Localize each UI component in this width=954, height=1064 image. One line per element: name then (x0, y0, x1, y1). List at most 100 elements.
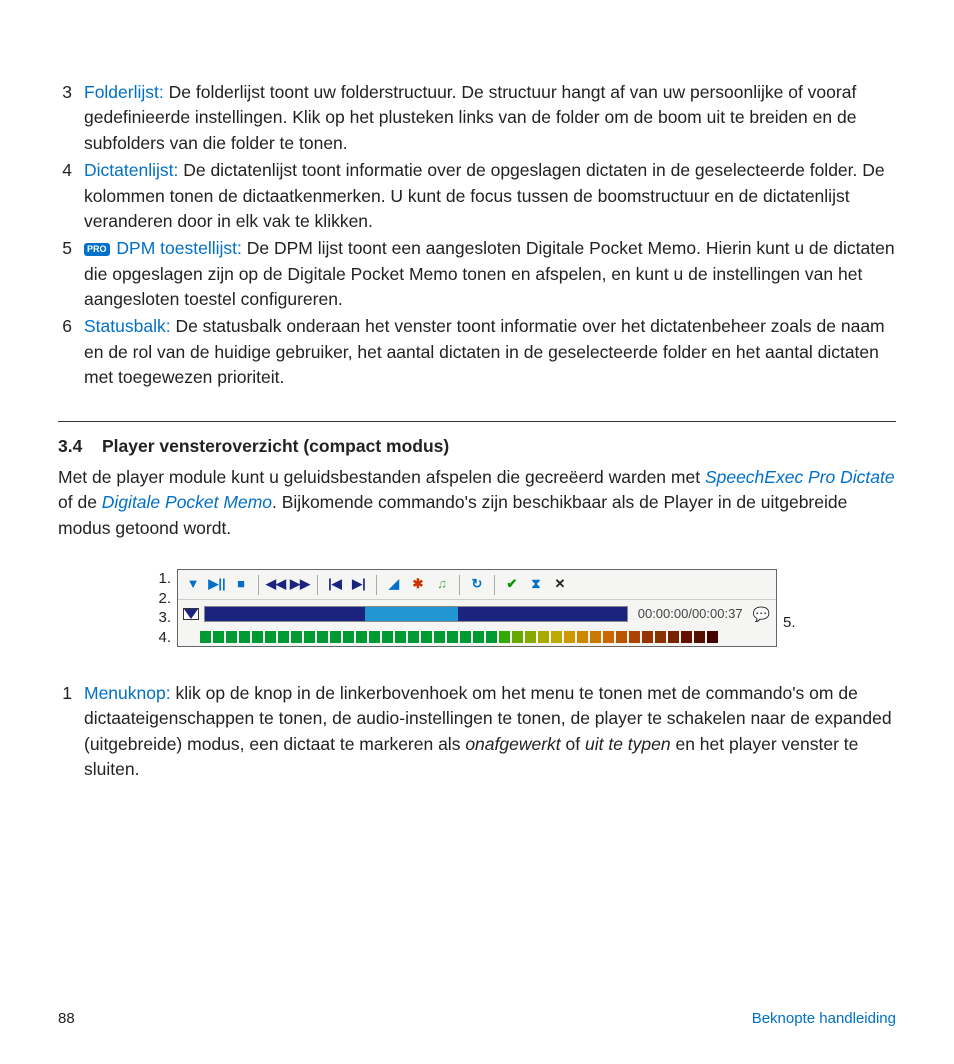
close-icon[interactable]: ✕ (551, 576, 569, 594)
list-item: 1Menuknop: klik op de knop in de linkerb… (58, 681, 896, 783)
menu-button-icon[interactable]: ▼ (184, 576, 202, 594)
section-divider (58, 421, 896, 422)
tone-icon[interactable]: ♫ (433, 576, 451, 594)
list-item: 5PRO DPM toestellijst: De DPM lijst toon… (58, 236, 896, 312)
figure-left-labels: 1.2.3.4. (158, 569, 171, 647)
item-label: Dictatenlijst: (84, 160, 178, 180)
vu-segment (395, 631, 406, 643)
list-item: 4Dictatenlijst: De dictatenlijst toont i… (58, 158, 896, 234)
item-body: PRO DPM toestellijst: De DPM lijst toont… (84, 236, 896, 312)
toolbar-separator (317, 575, 318, 595)
forward-icon[interactable]: ▶▶ (291, 576, 309, 594)
item-label: Statusbalk: (84, 316, 171, 336)
vu-segment (408, 631, 419, 643)
vu-segment (655, 631, 666, 643)
vu-segment (616, 631, 627, 643)
vu-segment (265, 631, 276, 643)
em-text: onafgewerkt (465, 734, 560, 754)
item-number: 6 (58, 314, 84, 390)
item-label: Menuknop: (84, 683, 171, 703)
hourglass-icon[interactable]: ⧗ (527, 576, 545, 594)
section-number: 3.4 (58, 434, 102, 459)
item-number: 5 (58, 236, 84, 312)
vu-segment (421, 631, 432, 643)
check-icon[interactable]: ✔ (503, 576, 521, 594)
vu-segment (252, 631, 263, 643)
toolbar-separator (459, 575, 460, 595)
figure-label: 1. (158, 569, 171, 589)
vu-segment (447, 631, 458, 643)
item-label: DPM toestellijst: (116, 238, 241, 258)
section-paragraph: Met de player module kunt u geluidsbesta… (58, 465, 896, 541)
skip-back-icon[interactable]: |◀ (326, 576, 344, 594)
progress-segment (205, 607, 365, 621)
vu-segment (499, 631, 510, 643)
item-number: 4 (58, 158, 84, 234)
page-footer: 88 Beknopte handleiding (58, 1008, 896, 1030)
toolbar-separator (494, 575, 495, 595)
section-heading: 3.4 Player vensteroverzicht (compact mod… (58, 434, 896, 459)
vu-segment (590, 631, 601, 643)
item-body: Statusbalk: De statusbalk onderaan het v… (84, 314, 896, 390)
stop-icon[interactable]: ■ (232, 576, 250, 594)
vu-segment (707, 631, 718, 643)
vu-segment (668, 631, 679, 643)
page-number: 88 (58, 1008, 75, 1030)
vu-segment (642, 631, 653, 643)
refresh-icon[interactable]: ↻ (468, 576, 486, 594)
player-window: ▼▶||■◀◀▶▶|◀▶|◢✱♫↻✔⧗✕ 00:00:00/00:00:37 💬 (177, 569, 777, 647)
item-number: 3 (58, 80, 84, 156)
item-text: De dictatenlijst toont informatie over d… (84, 160, 885, 231)
rewind-icon[interactable]: ◀◀ (267, 576, 285, 594)
vu-segment (525, 631, 536, 643)
item-body: Menuknop: klik op de knop in de linkerbo… (84, 681, 896, 783)
progress-segment (458, 607, 627, 621)
doc-title: Beknopte handleiding (752, 1008, 896, 1030)
item-label: Folderlijst: (84, 82, 164, 102)
vu-segment (382, 631, 393, 643)
vu-segment (681, 631, 692, 643)
vu-segment (304, 631, 315, 643)
play-pause-icon[interactable]: ▶|| (208, 576, 226, 594)
list-item: 3Folderlijst: De folderlijst toont uw fo… (58, 80, 896, 156)
vu-segment (538, 631, 549, 643)
item-body: Dictatenlijst: De dictatenlijst toont in… (84, 158, 896, 234)
player-figure: 1.2.3.4. ▼▶||■◀◀▶▶|◀▶|◢✱♫↻✔⧗✕ 00:00:00/0… (58, 569, 896, 647)
vu-segment (694, 631, 705, 643)
vu-segment (330, 631, 341, 643)
link-dpm[interactable]: Digitale Pocket Memo (102, 492, 272, 512)
progress-bar[interactable] (204, 606, 628, 622)
vu-segment (343, 631, 354, 643)
item-body: Folderlijst: De folderlijst toont uw fol… (84, 80, 896, 156)
figure-label: 3. (158, 608, 171, 628)
progress-segment (365, 607, 458, 621)
skip-fwd-icon[interactable]: ▶| (350, 576, 368, 594)
volume-icon[interactable]: ◢ (385, 576, 403, 594)
position-pointer-icon (184, 609, 198, 619)
vu-segment (200, 631, 211, 643)
item-number: 1 (58, 681, 84, 783)
vu-segment (317, 631, 328, 643)
balloon-icon: 💬 (753, 604, 770, 624)
vu-segment (629, 631, 640, 643)
vu-segment (473, 631, 484, 643)
vu-segment (278, 631, 289, 643)
vu-segment (213, 631, 224, 643)
list-item: 6Statusbalk: De statusbalk onderaan het … (58, 314, 896, 390)
toolbar-separator (376, 575, 377, 595)
speed-icon[interactable]: ✱ (409, 576, 427, 594)
vu-segment (577, 631, 588, 643)
link-speechexec[interactable]: SpeechExec Pro Dictate (705, 467, 895, 487)
vu-segment (564, 631, 575, 643)
vu-segment (291, 631, 302, 643)
vu-segment (369, 631, 380, 643)
vu-segment (603, 631, 614, 643)
vu-segment (239, 631, 250, 643)
toolbar-separator (258, 575, 259, 595)
figure-label: 2. (158, 589, 171, 609)
figure-right-label: 5. (783, 582, 796, 634)
item-text: De folderlijst toont uw folderstructuur.… (84, 82, 856, 153)
vu-segment (486, 631, 497, 643)
pro-badge: PRO (84, 243, 110, 256)
figure-label: 4. (158, 628, 171, 648)
